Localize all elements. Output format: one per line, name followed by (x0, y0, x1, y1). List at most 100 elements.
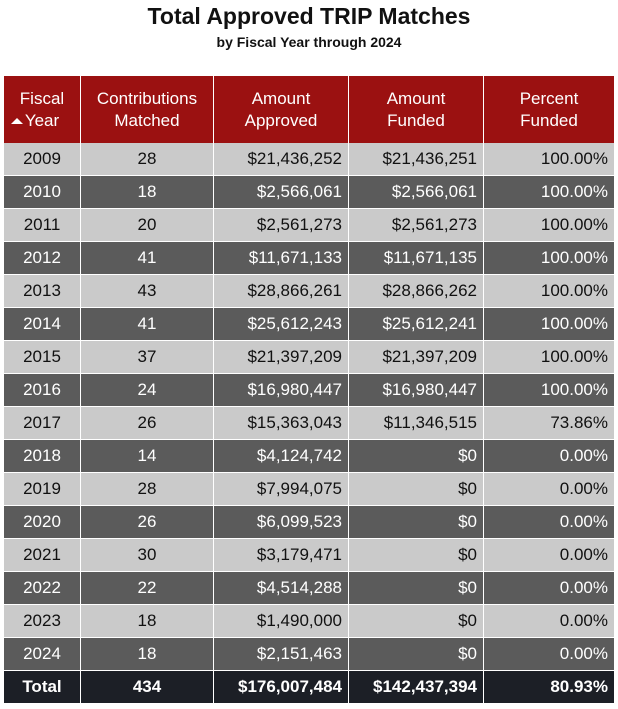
cell-amount-funded: $0 (348, 637, 484, 671)
page-title: Total Approved TRIP Matches (147, 3, 471, 29)
cell-amount-approved: $2,561,273 (213, 208, 349, 242)
cell-amount-approved: $15,363,043 (213, 406, 349, 440)
table-row: 2010 18 $2,566,061 $2,566,061 100.00% (4, 175, 614, 209)
header-approved-line2: Approved (244, 110, 318, 130)
total-contributions: 434 (80, 670, 214, 703)
cell-percent-funded: 100.00% (483, 208, 614, 242)
table-row: 2015 37 $21,397,209 $21,397,209 100.00% (4, 340, 614, 374)
cell-fiscal-year: 2009 (4, 143, 81, 176)
table-row: 2023 18 $1,490,000 $0 0.00% (4, 604, 614, 638)
header-funded-line2: Funded (387, 110, 445, 130)
table-header-row: Fiscal Year Contributions Matched Amount… (4, 76, 614, 143)
cell-fiscal-year: 2018 (4, 439, 81, 473)
cell-amount-approved: $2,566,061 (213, 175, 349, 209)
cell-amount-funded: $0 (348, 439, 484, 473)
table-row: 2016 24 $16,980,447 $16,980,447 100.00% (4, 373, 614, 407)
cell-amount-approved: $21,397,209 (213, 340, 349, 374)
cell-amount-funded: $21,436,251 (348, 143, 484, 176)
cell-contributions: 24 (80, 373, 214, 407)
header-pct-line2: Funded (520, 110, 578, 130)
cell-contributions: 28 (80, 472, 214, 506)
cell-amount-approved: $3,179,471 (213, 538, 349, 572)
header-contributions-matched[interactable]: Contributions Matched (80, 76, 214, 143)
cell-percent-funded: 100.00% (483, 175, 614, 209)
sort-ascending-icon (10, 118, 23, 125)
cell-contributions: 41 (80, 307, 214, 341)
header-fiscal-year-line2: Year (24, 110, 60, 130)
cell-fiscal-year: 2013 (4, 274, 81, 308)
cell-percent-funded: 100.00% (483, 274, 614, 308)
cell-amount-funded: $16,980,447 (348, 373, 484, 407)
cell-amount-approved: $25,612,243 (213, 307, 349, 341)
header-percent-funded[interactable]: Percent Funded (483, 76, 614, 143)
table-row: 2011 20 $2,561,273 $2,561,273 100.00% (4, 208, 614, 242)
cell-amount-approved: $2,151,463 (213, 637, 349, 671)
cell-percent-funded: 0.00% (483, 439, 614, 473)
cell-fiscal-year: 2016 (4, 373, 81, 407)
cell-amount-approved: $7,994,075 (213, 472, 349, 506)
cell-amount-approved: $21,436,252 (213, 143, 349, 176)
cell-contributions: 37 (80, 340, 214, 374)
cell-amount-approved: $28,866,261 (213, 274, 349, 308)
cell-percent-funded: 73.86% (483, 406, 614, 440)
table-row: 2022 22 $4,514,288 $0 0.00% (4, 571, 614, 605)
cell-fiscal-year: 2017 (4, 406, 81, 440)
table-row: 2012 41 $11,671,133 $11,671,135 100.00% (4, 241, 614, 275)
cell-fiscal-year: 2011 (4, 208, 81, 242)
cell-contributions: 43 (80, 274, 214, 308)
cell-contributions: 22 (80, 571, 214, 605)
cell-contributions: 18 (80, 175, 214, 209)
total-amount-approved: $176,007,484 (213, 670, 349, 703)
cell-fiscal-year: 2010 (4, 175, 81, 209)
cell-amount-approved: $16,980,447 (213, 373, 349, 407)
header-amount-funded[interactable]: Amount Funded (348, 76, 484, 143)
cell-amount-approved: $11,671,133 (213, 241, 349, 275)
header-approved-line1: Amount (251, 88, 311, 108)
cell-amount-funded: $0 (348, 538, 484, 572)
cell-fiscal-year: 2019 (4, 472, 81, 506)
header-contributions-line2: Matched (114, 110, 180, 130)
cell-amount-approved: $6,099,523 (213, 505, 349, 539)
cell-percent-funded: 0.00% (483, 637, 614, 671)
cell-contributions: 20 (80, 208, 214, 242)
cell-amount-approved: $4,514,288 (213, 571, 349, 605)
total-amount-funded: $142,437,394 (348, 670, 484, 703)
header-fiscal-year[interactable]: Fiscal Year (4, 76, 81, 143)
header-pct-line1: Percent (519, 88, 579, 108)
cell-amount-funded: $0 (348, 472, 484, 506)
matches-table: Fiscal Year Contributions Matched Amount… (4, 76, 614, 703)
cell-percent-funded: 100.00% (483, 241, 614, 275)
cell-fiscal-year: 2022 (4, 571, 81, 605)
cell-fiscal-year: 2015 (4, 340, 81, 374)
cell-fiscal-year: 2021 (4, 538, 81, 572)
cell-contributions: 26 (80, 505, 214, 539)
cell-percent-funded: 100.00% (483, 143, 614, 176)
cell-amount-funded: $28,866,262 (348, 274, 484, 308)
header-funded-line1: Amount (386, 88, 446, 108)
cell-amount-funded: $0 (348, 604, 484, 638)
cell-fiscal-year: 2020 (4, 505, 81, 539)
cell-amount-funded: $2,566,061 (348, 175, 484, 209)
table-row: 2017 26 $15,363,043 $11,346,515 73.86% (4, 406, 614, 440)
header-contributions-line1: Contributions (96, 88, 198, 108)
cell-fiscal-year: 2023 (4, 604, 81, 638)
cell-amount-funded: $11,346,515 (348, 406, 484, 440)
table-row: 2009 28 $21,436,252 $21,436,251 100.00% (4, 143, 614, 176)
header-fiscal-year-line1: Fiscal (19, 88, 65, 108)
cell-contributions: 14 (80, 439, 214, 473)
table-row: 2020 26 $6,099,523 $0 0.00% (4, 505, 614, 539)
table-row: 2021 30 $3,179,471 $0 0.00% (4, 538, 614, 572)
header-amount-approved[interactable]: Amount Approved (213, 76, 349, 143)
cell-contributions: 41 (80, 241, 214, 275)
table-row: 2018 14 $4,124,742 $0 0.00% (4, 439, 614, 473)
cell-percent-funded: 0.00% (483, 472, 614, 506)
cell-amount-funded: $0 (348, 505, 484, 539)
cell-amount-funded: $21,397,209 (348, 340, 484, 374)
cell-contributions: 26 (80, 406, 214, 440)
cell-amount-approved: $4,124,742 (213, 439, 349, 473)
cell-contributions: 18 (80, 604, 214, 638)
cell-fiscal-year: 2012 (4, 241, 81, 275)
cell-percent-funded: 100.00% (483, 307, 614, 341)
table-row: 2019 28 $7,994,075 $0 0.00% (4, 472, 614, 506)
cell-amount-approved: $1,490,000 (213, 604, 349, 638)
